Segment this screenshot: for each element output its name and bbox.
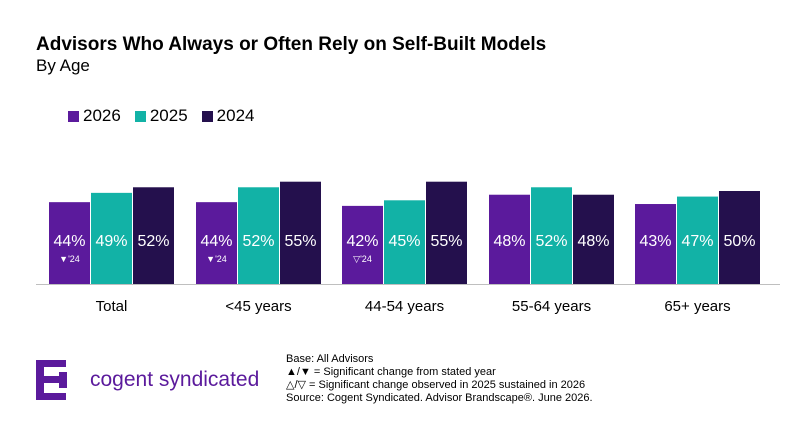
significance-label-1: ▼'24 <box>206 254 227 264</box>
category-label-1: <45 years <box>225 298 291 315</box>
bar-2026-3 <box>489 194 530 284</box>
value-label-2026-4: 43% <box>639 233 671 250</box>
bar-2024-4 <box>719 191 760 284</box>
legend-swatch-2024 <box>201 110 213 122</box>
value-label-2025-4: 47% <box>681 233 713 250</box>
bar-2024-1 <box>280 181 321 284</box>
category-label-3: 55-64 years <box>512 298 591 315</box>
value-label-2026-0: 44% <box>53 233 85 250</box>
value-label-2025-2: 45% <box>388 233 420 250</box>
bar-2025-1 <box>238 187 279 284</box>
bar-2026-2 <box>342 205 383 284</box>
legend-swatch-2026 <box>68 110 79 122</box>
bar-2024-2 <box>426 181 467 284</box>
value-label-2025-1: 52% <box>242 233 274 250</box>
category-label-2: 44-54 years <box>365 298 444 315</box>
note-base: Base: All Advisors <box>286 353 374 365</box>
value-label-2024-3: 48% <box>577 233 609 250</box>
significance-label-0: ▼'24 <box>59 254 80 264</box>
legend-label-2026: 2026 <box>83 106 121 125</box>
legend: 2026 2025 2024 <box>68 106 254 126</box>
bar-chart: 44% ▼'24 49% 52% Total 44% ▼'24 52% 55% <45 years… <box>36 181 780 315</box>
value-label-2024-1: 55% <box>284 233 316 250</box>
bar-2026-1 <box>196 202 237 284</box>
bar-2024-0 <box>133 187 174 284</box>
brand-name: cogent syndicated <box>90 368 260 391</box>
legend-item-2025: 2025 <box>134 106 188 126</box>
legend-label-2024: 2024 <box>216 106 255 125</box>
note-significance: ▲/▼ = Significant change from stated yea… <box>286 366 496 378</box>
note-sustained: △/▽ = Significant change observed in 202… <box>286 379 586 391</box>
bar-2025-4 <box>677 196 718 284</box>
value-label-2024-0: 52% <box>137 233 169 250</box>
legend-label-2025: 2025 <box>149 106 188 125</box>
value-label-2026-2: 42% <box>346 233 378 250</box>
bar-2026-0 <box>49 202 90 284</box>
category-label-0: Total <box>96 298 128 315</box>
value-label-2024-4: 50% <box>723 233 755 250</box>
value-label-2025-3: 52% <box>535 233 567 250</box>
footnotes: Base: All Advisors ▲/▼ = Significant cha… <box>286 353 593 405</box>
bar-2025-0 <box>91 192 132 284</box>
category-label-4: 65+ years <box>664 298 730 315</box>
cogent-logo-icon <box>36 360 67 400</box>
legend-swatch-2025 <box>134 110 146 122</box>
bar-2025-2 <box>384 200 425 284</box>
note-source: Source: Cogent Syndicated. Advisor Brand… <box>286 392 593 404</box>
significance-label-2: ▽'24 <box>353 254 372 264</box>
value-label-2026-1: 44% <box>200 233 232 250</box>
value-label-2025-0: 49% <box>95 233 127 250</box>
chart-title: Advisors Who Always or Often Rely on Sel… <box>36 34 547 55</box>
legend-item-2024: 2024 <box>201 106 255 126</box>
chart-subtitle: By Age <box>36 56 90 75</box>
bar-2024-3 <box>573 194 614 284</box>
bar-2025-3 <box>531 187 572 284</box>
value-label-2026-3: 48% <box>493 233 525 250</box>
value-label-2024-2: 55% <box>430 233 462 250</box>
legend-item-2026: 2026 <box>68 106 121 126</box>
bar-2026-4 <box>635 204 676 284</box>
